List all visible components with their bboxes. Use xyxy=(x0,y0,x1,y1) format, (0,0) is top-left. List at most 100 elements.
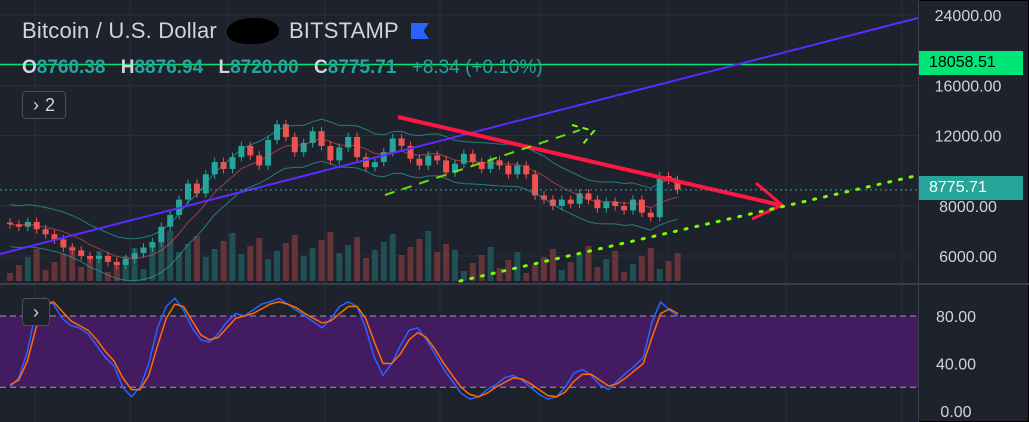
candle-body xyxy=(149,242,156,248)
candle-body xyxy=(363,157,369,168)
volume-bar xyxy=(131,248,138,281)
volume-bar xyxy=(167,231,174,281)
volume-bar xyxy=(229,233,236,281)
moving-average-line xyxy=(9,138,678,260)
volume-bar xyxy=(469,263,476,281)
change-value: +8.34 (+0.10%) xyxy=(411,57,543,78)
candle-body xyxy=(69,247,76,251)
indicators-count: 2 xyxy=(44,94,55,115)
volume-bar xyxy=(514,252,521,281)
high-label: H xyxy=(120,57,135,78)
volume-bar xyxy=(185,244,191,281)
volume-bar xyxy=(60,254,67,281)
candle-body xyxy=(327,145,334,161)
candle-body xyxy=(674,179,681,190)
volume-bar xyxy=(558,270,565,281)
volume-bar xyxy=(478,255,485,281)
candle-body xyxy=(256,155,263,166)
flag-icon[interactable] xyxy=(410,23,429,39)
candle-body xyxy=(638,199,645,213)
candle-body xyxy=(274,124,280,140)
volume-bar xyxy=(656,269,663,281)
volume-bar xyxy=(407,247,414,281)
volume-bar xyxy=(567,262,574,281)
volume-bar xyxy=(149,247,156,281)
volume-bar xyxy=(496,268,503,281)
candle-body xyxy=(336,147,343,161)
ohlc-readout: O8760.38 H8876.94 L8720.00 C8775.71 +8.3… xyxy=(22,57,553,79)
candle-body xyxy=(282,124,289,137)
volume-bar xyxy=(24,257,31,281)
volume-bar xyxy=(336,253,343,281)
volume-bar xyxy=(140,269,147,281)
candle-body xyxy=(78,250,85,256)
candle-body xyxy=(158,226,165,243)
volume-bar xyxy=(576,254,583,281)
candle-body xyxy=(576,193,583,204)
volume-bar xyxy=(42,270,49,281)
volume-bar xyxy=(78,267,85,281)
price-axis-tick-label: 24000.00 xyxy=(935,8,1002,25)
candle-body xyxy=(96,256,102,259)
candle-body xyxy=(229,157,236,169)
oscillator-toggle-button[interactable]: › xyxy=(22,298,50,326)
volume-bar xyxy=(265,259,272,281)
volume-bar xyxy=(247,246,254,281)
pane-separator[interactable] xyxy=(0,283,1029,285)
volume-bar xyxy=(309,248,316,281)
candle-body xyxy=(104,256,111,262)
indicators-toggle-button[interactable]: › 2 xyxy=(22,91,66,119)
volume-bar xyxy=(647,248,654,281)
candle-body xyxy=(434,155,441,161)
candle-body xyxy=(460,153,467,164)
candle-body xyxy=(131,253,138,259)
candle-body xyxy=(647,212,654,218)
oscillator-axis-tick-label: 80.00 xyxy=(936,309,976,326)
volume-bar xyxy=(638,256,645,281)
candle-body xyxy=(496,160,503,166)
candle-body xyxy=(478,162,485,169)
volume-bar xyxy=(630,264,636,281)
candle-body xyxy=(416,158,423,166)
volume-bar xyxy=(113,264,120,281)
volume-bar xyxy=(452,250,458,281)
candle-body xyxy=(345,136,352,148)
volume-bar xyxy=(291,235,298,281)
volume-bar xyxy=(300,256,307,281)
candle-body xyxy=(167,214,174,227)
chevron-right-icon: › xyxy=(33,301,39,322)
volume-bar xyxy=(256,238,263,281)
candle-body xyxy=(630,199,636,211)
oscillator-band xyxy=(0,316,918,388)
volume-bar xyxy=(33,249,40,281)
volume-bar xyxy=(354,237,361,281)
candle-body xyxy=(585,193,592,200)
volume-bar xyxy=(371,250,378,281)
candle-body xyxy=(621,205,628,211)
volume-bar xyxy=(7,273,13,281)
bollinger-upper-line xyxy=(9,118,678,240)
candle-body xyxy=(505,165,512,175)
candle-body xyxy=(7,222,13,225)
candle-body xyxy=(300,142,307,153)
arrow-head xyxy=(751,181,785,221)
price-pane[interactable] xyxy=(0,0,918,283)
candle-body xyxy=(407,145,414,159)
volume-bar xyxy=(51,262,58,281)
candle-body xyxy=(238,145,245,158)
support-dotted-trendline xyxy=(458,174,917,283)
oscillator-axis-tick-label: 40.00 xyxy=(936,357,976,374)
volume-bar xyxy=(15,265,22,281)
volume-bar xyxy=(318,240,325,281)
candle-body xyxy=(514,165,521,175)
volume-bar xyxy=(398,255,405,281)
stochastic-d-line xyxy=(9,300,679,398)
price-axis-tick-label: 6000.00 xyxy=(939,249,997,266)
low-value: 8720.00 xyxy=(230,57,299,78)
candle-body xyxy=(265,139,272,166)
bollinger-lower-line xyxy=(9,160,678,282)
candle-body xyxy=(443,160,450,173)
volume-bar xyxy=(274,251,280,281)
close-value: 8775.71 xyxy=(327,57,397,78)
